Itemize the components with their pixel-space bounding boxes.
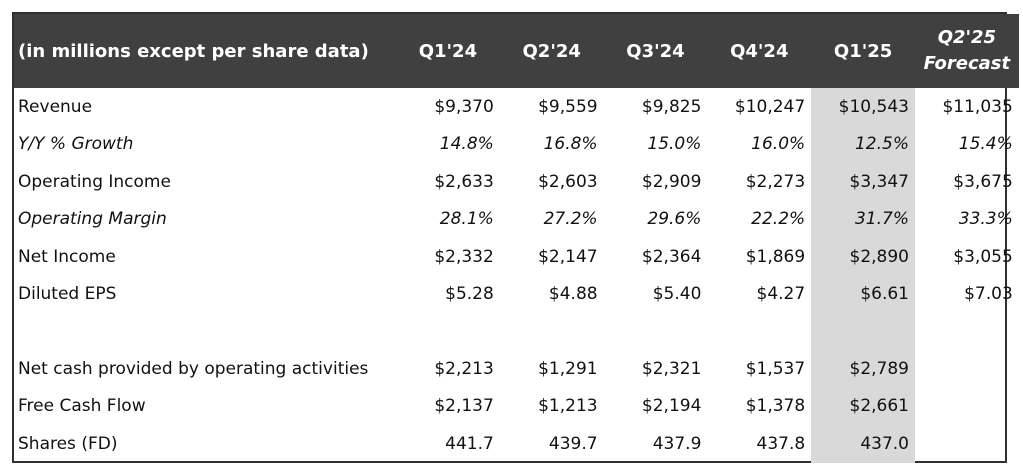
value-cell: 441.7: [445, 433, 494, 454]
value-cell: $10,543: [811, 88, 915, 126]
header-row: (in millions except per share data) Q1'2…: [14, 14, 1019, 88]
value-cell: 31.7%: [811, 200, 915, 238]
row-label: Diluted EPS: [18, 284, 117, 305]
spacer-cell: [604, 313, 708, 350]
table-row: Net cash provided by operating activitie…: [14, 350, 1019, 388]
value-cell: $2,633: [434, 171, 494, 192]
value-cell: 15.4%: [958, 134, 1013, 155]
header-forecast-quarter: Q2'25: [937, 27, 997, 48]
value-cell: $2,213: [434, 358, 494, 379]
financial-summary-table-frame: (in millions except per share data) Q1'2…: [12, 12, 1019, 463]
value-cell: $3,347: [811, 163, 915, 201]
row-label: Operating Margin: [18, 209, 167, 230]
header-forecast-label: Forecast: [923, 53, 1011, 74]
value-cell: 33.3%: [958, 209, 1013, 230]
value-cell: $9,370: [434, 96, 494, 117]
spacer-cell: [500, 313, 604, 350]
value-cell: $2,789: [811, 350, 915, 388]
header-q3-24: Q3'24: [626, 40, 685, 62]
spacer-cell: [396, 313, 500, 350]
value-cell: 16.8%: [543, 134, 598, 155]
spacer-row: [14, 313, 1019, 350]
value-cell: 15.0%: [647, 134, 702, 155]
value-cell: $1,537: [745, 358, 806, 379]
spacer-cell: [811, 313, 915, 350]
value-cell: 14.8%: [439, 134, 494, 155]
header-q1-24: Q1'24: [418, 40, 478, 62]
value-cell: 437.8: [756, 433, 806, 454]
value-cell: $2,603: [538, 171, 598, 192]
value-cell: [915, 350, 1019, 388]
value-cell: $2,273: [745, 171, 806, 192]
row-label: Shares (FD): [18, 433, 118, 454]
value-cell: $9,559: [538, 96, 598, 117]
row-label: Net Income: [18, 246, 116, 267]
value-cell: 22.2%: [751, 209, 806, 230]
spacer-cell: [707, 313, 811, 350]
table-row: Y/Y % Growth 14.8% 16.8% 15.0% 16.0% 12.5% 15.…: [14, 125, 1019, 163]
header-q2-24: Q2'24: [522, 40, 581, 62]
table-row: Diluted EPS $5.28 $4.88 $5.40 $4.27 $6.61 $7.0…: [14, 275, 1019, 313]
header-label: (in millions except per share data): [18, 40, 369, 62]
row-label: Operating Income: [18, 171, 171, 192]
value-cell: $2,364: [641, 246, 702, 267]
row-label: Free Cash Flow: [18, 396, 146, 417]
value-cell: $4.27: [756, 284, 806, 305]
value-cell: $10,247: [734, 96, 806, 117]
value-cell: $2,137: [434, 396, 494, 417]
spacer-cell: [915, 313, 1019, 350]
value-cell: $1,378: [745, 396, 806, 417]
value-cell: 27.2%: [543, 209, 598, 230]
value-cell: 28.1%: [439, 209, 494, 230]
table-row: Revenue $9,370 $9,559 $9,825 $10,247 $10,543 $…: [14, 88, 1019, 126]
value-cell: [915, 388, 1019, 426]
value-cell: $7.03: [964, 284, 1013, 305]
row-label: Net cash provided by operating activitie…: [18, 358, 369, 379]
value-cell: $2,332: [434, 246, 494, 267]
value-cell: $3,675: [953, 171, 1013, 192]
value-cell: $2,909: [641, 171, 702, 192]
value-cell: $1,869: [745, 246, 806, 267]
value-cell: $1,291: [538, 358, 598, 379]
value-cell: $6.61: [811, 275, 915, 313]
table-row: Free Cash Flow $2,137 $1,213 $2,194 $1,378 $2…: [14, 387, 1019, 426]
value-cell: 439.7: [548, 433, 598, 454]
value-cell: $5.40: [652, 284, 702, 305]
value-cell: $5.28: [445, 284, 494, 305]
value-cell: [915, 425, 1019, 463]
row-label: Y/Y % Growth: [18, 134, 134, 155]
value-cell: $2,194: [641, 396, 702, 417]
header-q2-25-forecast: Q2'25 Forecast: [915, 14, 1019, 88]
value-cell: $9,825: [641, 96, 702, 117]
spacer-cell: [14, 313, 396, 350]
value-cell: $1,213: [538, 396, 598, 417]
value-cell: 437.0: [811, 425, 915, 463]
value-cell: $2,890: [811, 238, 915, 276]
value-cell: $2,321: [641, 358, 702, 379]
financial-summary-table: (in millions except per share data) Q1'2…: [14, 14, 1019, 463]
table-body: Revenue $9,370 $9,559 $9,825 $10,247 $10,543 $…: [14, 88, 1019, 463]
table-row: Shares (FD) 441.7 439.7 437.9 437.8 437.0: [14, 425, 1019, 463]
value-cell: $4.88: [548, 284, 598, 305]
value-cell: $3,055: [953, 246, 1013, 267]
value-cell: 29.6%: [647, 209, 702, 230]
table-row: Operating Income $2,633 $2,603 $2,909 $2,273…: [14, 163, 1019, 201]
value-cell: 12.5%: [811, 125, 915, 163]
value-cell: 437.9: [652, 433, 702, 454]
table-row: Operating Margin 28.1% 27.2% 29.6% 22.2% 31.7…: [14, 200, 1019, 238]
value-cell: 16.0%: [751, 134, 806, 155]
value-cell: $11,035: [942, 96, 1013, 117]
value-cell: $2,661: [811, 387, 915, 425]
header-q1-25: Q1'25: [811, 14, 915, 88]
header-q4-24: Q4'24: [730, 40, 789, 62]
row-label: Revenue: [18, 96, 93, 117]
value-cell: $2,147: [538, 246, 598, 267]
table-row: Net Income $2,332 $2,147 $2,364 $1,869 $2,890…: [14, 238, 1019, 276]
